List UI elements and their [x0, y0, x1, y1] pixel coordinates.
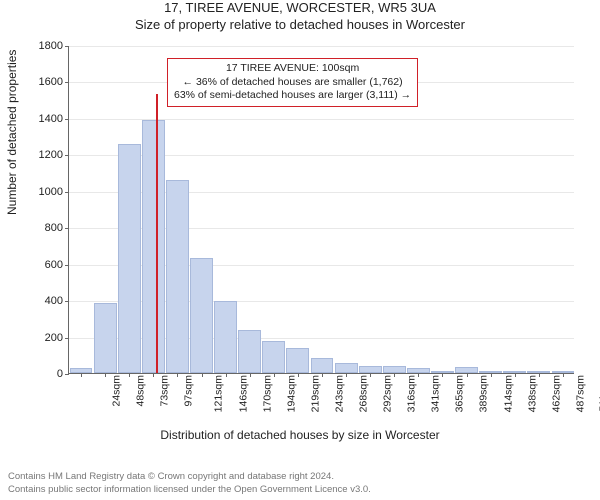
x-tick-label: 268sqm	[357, 375, 369, 412]
histogram-bar	[166, 180, 189, 373]
chart-container: Number of detached properties 0200400600…	[0, 38, 600, 448]
histogram-bar	[262, 341, 285, 373]
x-tick-label: 341sqm	[430, 375, 442, 412]
y-tick-label: 800	[45, 222, 69, 234]
footer-line: Contains public sector information licen…	[8, 484, 371, 496]
histogram-bar	[238, 330, 261, 373]
x-tick-mark	[129, 373, 130, 377]
x-tick-label: 316sqm	[406, 375, 418, 412]
plot-area: 02004006008001000120014001600180024sqm48…	[68, 46, 574, 374]
annotation-line: 17 TIREE AVENUE: 100sqm	[174, 62, 411, 76]
x-tick-mark	[394, 373, 395, 377]
y-tick-label: 1600	[39, 76, 69, 88]
y-tick-label: 400	[45, 295, 69, 307]
x-tick-mark	[418, 373, 419, 377]
x-tick-mark	[298, 373, 299, 377]
x-tick-label: 146sqm	[237, 375, 249, 412]
x-tick-label: 487sqm	[574, 375, 586, 412]
x-tick-mark	[226, 373, 227, 377]
x-tick-mark	[467, 373, 468, 377]
x-tick-mark	[515, 373, 516, 377]
x-tick-label: 389sqm	[478, 375, 490, 412]
y-tick-label: 1800	[39, 40, 69, 52]
histogram-bar	[118, 144, 141, 373]
x-tick-label: 462sqm	[550, 375, 562, 412]
x-tick-mark	[370, 373, 371, 377]
reference-line	[156, 94, 158, 373]
y-tick-label: 0	[57, 368, 69, 380]
histogram-bar	[214, 301, 237, 373]
annotation-box: 17 TIREE AVENUE: 100sqm← 36% of detached…	[167, 58, 418, 107]
x-tick-mark	[81, 373, 82, 377]
x-tick-label: 24sqm	[111, 375, 123, 407]
page-title: 17, TIREE AVENUE, WORCESTER, WR5 3UA	[0, 0, 600, 15]
x-tick-mark	[274, 373, 275, 377]
x-axis-label: Distribution of detached houses by size …	[0, 428, 600, 442]
y-tick-label: 1400	[39, 113, 69, 125]
x-tick-label: 219sqm	[309, 375, 321, 412]
x-tick-mark	[491, 373, 492, 377]
y-tick-label: 1000	[39, 186, 69, 198]
histogram-bar	[142, 120, 165, 373]
y-tick-label: 600	[45, 259, 69, 271]
x-tick-mark	[346, 373, 347, 377]
x-tick-label: 48sqm	[135, 375, 147, 407]
histogram-bar	[383, 366, 406, 373]
x-tick-label: 243sqm	[333, 375, 345, 412]
y-axis-label: Number of detached properties	[5, 50, 19, 215]
histogram-bar	[190, 258, 213, 373]
x-tick-label: 170sqm	[261, 375, 273, 412]
x-tick-label: 121sqm	[213, 375, 225, 412]
histogram-bar	[286, 348, 309, 373]
x-tick-label: 365sqm	[454, 375, 466, 412]
x-tick-mark	[177, 373, 178, 377]
page-subtitle: Size of property relative to detached ho…	[0, 17, 600, 32]
x-tick-label: 438sqm	[526, 375, 538, 412]
x-tick-mark	[105, 373, 106, 377]
footer-attribution: Contains HM Land Registry data © Crown c…	[8, 471, 371, 496]
x-tick-mark	[442, 373, 443, 377]
y-tick-label: 200	[45, 332, 69, 344]
x-tick-label: 73sqm	[159, 375, 171, 407]
gridline	[69, 46, 574, 47]
x-tick-mark	[202, 373, 203, 377]
x-tick-mark	[539, 373, 540, 377]
annotation-line: ← 36% of detached houses are smaller (1,…	[174, 76, 411, 90]
footer-line: Contains HM Land Registry data © Crown c…	[8, 471, 371, 483]
histogram-bar	[94, 303, 117, 373]
x-tick-label: 194sqm	[285, 375, 297, 412]
x-tick-label: 414sqm	[502, 375, 514, 412]
annotation-line: 63% of semi-detached houses are larger (…	[174, 89, 411, 103]
x-tick-label: 97sqm	[183, 375, 195, 407]
y-tick-label: 1200	[39, 149, 69, 161]
x-tick-mark	[563, 373, 564, 377]
x-tick-mark	[250, 373, 251, 377]
x-tick-label: 292sqm	[381, 375, 393, 412]
histogram-bar	[335, 363, 358, 373]
histogram-bar	[311, 358, 334, 373]
histogram-bar	[359, 366, 382, 373]
x-tick-mark	[153, 373, 154, 377]
x-tick-mark	[322, 373, 323, 377]
